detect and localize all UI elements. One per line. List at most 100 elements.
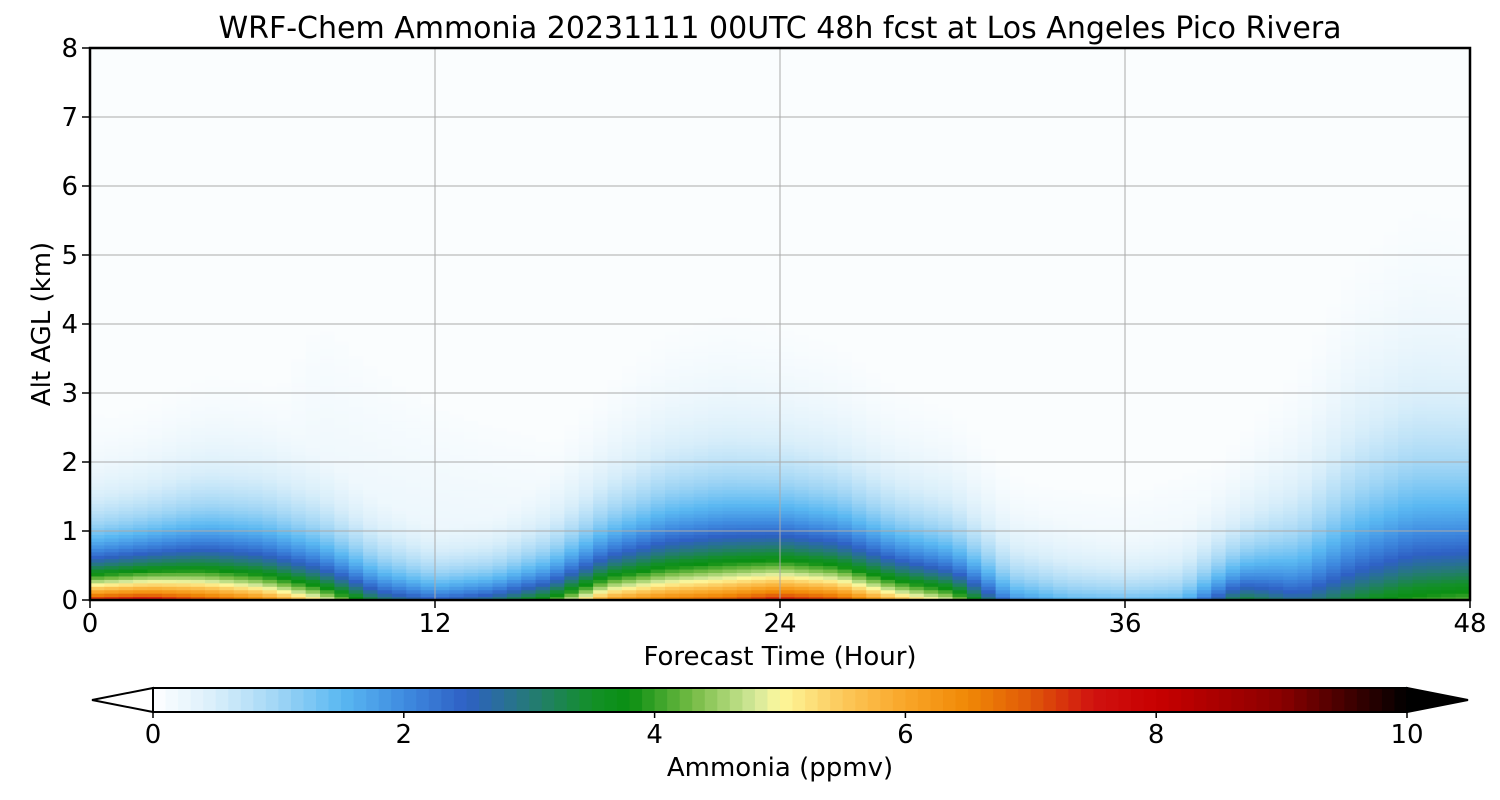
heatmap-cell <box>104 92 120 97</box>
heatmap-cell <box>435 441 450 446</box>
heatmap-cell <box>391 434 407 439</box>
heatmap-cell <box>377 572 393 577</box>
heatmap-cell <box>478 141 494 146</box>
heatmap-cell <box>305 427 321 432</box>
heatmap-cell <box>463 565 479 570</box>
heatmap-cell <box>320 141 335 146</box>
heatmap-cell <box>133 399 149 404</box>
heatmap-cell <box>420 586 436 591</box>
heatmap-cell <box>478 213 494 218</box>
heatmap-cell <box>233 361 249 366</box>
heatmap-cell <box>205 51 220 56</box>
heatmap-cell <box>104 361 120 366</box>
heatmap-cell <box>118 524 134 529</box>
heatmap-cell <box>449 241 465 246</box>
heatmap-cell <box>262 493 278 498</box>
heatmap-cell <box>463 258 479 263</box>
heatmap-cell <box>133 303 149 308</box>
heatmap-cell <box>147 220 163 225</box>
heatmap-cell <box>449 248 465 253</box>
heatmap-cell <box>391 475 407 480</box>
heatmap-cell <box>262 510 278 515</box>
heatmap-cell <box>492 441 508 446</box>
heatmap-cell <box>305 506 321 511</box>
heatmap-cell <box>248 79 264 84</box>
heatmap-cell <box>104 54 120 59</box>
heatmap-cell <box>478 403 494 408</box>
heatmap-cell <box>205 234 220 239</box>
heatmap-cell <box>190 144 206 149</box>
heatmap-cell <box>233 386 249 391</box>
heatmap-cell <box>463 430 479 435</box>
heatmap-cell <box>161 548 177 553</box>
heatmap-cell <box>90 141 105 146</box>
heatmap-cell <box>219 186 235 191</box>
heatmap-cell <box>291 348 307 353</box>
heatmap-cell <box>205 106 220 111</box>
heatmap-cell <box>133 137 149 142</box>
heatmap-cell <box>219 413 235 418</box>
heatmap-cell <box>463 572 479 577</box>
heatmap-cell <box>90 75 105 80</box>
heatmap-cell <box>478 217 494 222</box>
heatmap-cell <box>291 531 307 536</box>
heatmap-cell <box>104 403 120 408</box>
heatmap-cell <box>276 268 292 273</box>
heatmap-cell <box>190 541 206 546</box>
heatmap-cell <box>233 199 249 204</box>
heatmap-cell <box>205 365 220 370</box>
heatmap-cell <box>391 255 407 260</box>
heatmap-cell <box>478 520 494 525</box>
heatmap-cell <box>161 527 177 532</box>
heatmap-cell <box>377 54 393 59</box>
heatmap-cell <box>90 589 105 594</box>
heatmap-cell <box>262 513 278 518</box>
heatmap-cell <box>463 282 479 287</box>
heatmap-cell <box>276 551 292 556</box>
heatmap-cell <box>262 448 278 453</box>
heatmap-cell <box>248 324 264 329</box>
heatmap-cell <box>219 268 235 273</box>
heatmap-cell <box>291 268 307 273</box>
heatmap-cell <box>420 413 436 418</box>
heatmap-cell <box>348 310 364 315</box>
heatmap-cell <box>305 265 321 270</box>
heatmap-cell <box>248 375 264 380</box>
heatmap-cell <box>435 517 450 522</box>
heatmap-cell <box>305 534 321 539</box>
heatmap-cell <box>90 499 105 504</box>
heatmap-cell <box>118 444 134 449</box>
heatmap-cell <box>334 82 350 87</box>
heatmap-cell <box>190 403 206 408</box>
heatmap-cell <box>90 493 105 498</box>
heatmap-cell <box>334 368 350 373</box>
heatmap-cell <box>205 351 220 356</box>
heatmap-cell <box>291 403 307 408</box>
heatmap-cell <box>219 151 235 156</box>
heatmap-cell <box>90 117 105 122</box>
heatmap-cell <box>305 468 321 473</box>
heatmap-cell <box>334 255 350 260</box>
heatmap-cell <box>219 499 235 504</box>
heatmap-cell <box>262 589 278 594</box>
heatmap-cell <box>391 513 407 518</box>
heatmap-cell <box>176 337 192 342</box>
heatmap-cell <box>133 358 149 363</box>
heatmap-cell <box>348 499 364 504</box>
heatmap-cell <box>478 493 494 498</box>
heatmap-cell <box>449 455 465 460</box>
heatmap-cell <box>334 499 350 504</box>
heatmap-cell <box>205 562 220 567</box>
heatmap-cell <box>320 568 335 573</box>
heatmap-cell <box>305 292 321 297</box>
heatmap-cell <box>291 237 307 242</box>
heatmap-cell <box>320 562 335 567</box>
heatmap-cell <box>90 186 105 191</box>
heatmap-cell <box>506 510 522 515</box>
heatmap-cell <box>176 165 192 170</box>
heatmap-cell <box>320 144 335 149</box>
heatmap-cell <box>478 513 494 518</box>
heatmap-cell <box>233 541 249 546</box>
heatmap-cell <box>391 144 407 149</box>
heatmap-cell <box>377 596 393 600</box>
